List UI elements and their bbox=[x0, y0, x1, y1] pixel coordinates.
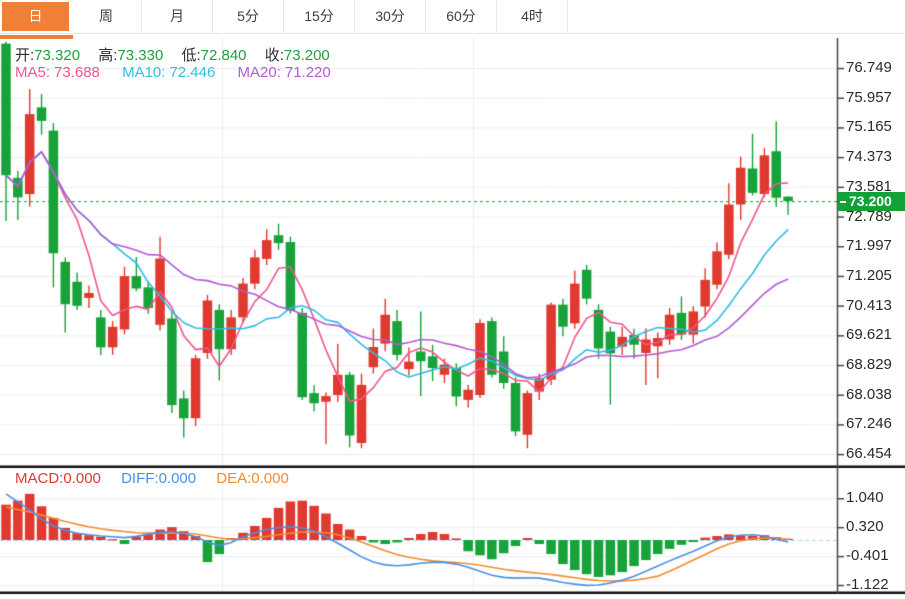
macd-value-readout: MACD:0.000 bbox=[15, 470, 101, 487]
price-tag-tick bbox=[840, 201, 846, 203]
open-value: 73.320 bbox=[34, 47, 81, 64]
tab-month[interactable]: 月 bbox=[142, 0, 213, 33]
ma20-readout: MA20: 71.220 bbox=[237, 64, 331, 81]
tab-week[interactable]: 周 bbox=[71, 0, 142, 33]
ma5-readout: MA5: 73.688 bbox=[15, 64, 100, 81]
price-axis-tick-label: 68.829 bbox=[846, 356, 892, 374]
price-axis-tick-label: 71.997 bbox=[846, 237, 892, 255]
macd-axis-tick-label: -0.401 bbox=[846, 547, 889, 565]
price-axis-tick-label: 68.038 bbox=[846, 385, 892, 403]
timeframe-toolbar: 日 周 月 5分 15分 30分 60分 4时 bbox=[0, 0, 905, 34]
macd-axis-tick-label: 1.040 bbox=[846, 489, 884, 507]
price-axis-tick-label: 70.413 bbox=[846, 296, 892, 314]
ma-readout: MA5: 73.688 MA10: 72.446 MA20: 71.220 bbox=[15, 64, 349, 81]
open-label: 开: bbox=[15, 47, 35, 64]
tab-4hour[interactable]: 4时 bbox=[497, 0, 568, 33]
tab-60min[interactable]: 60分 bbox=[426, 0, 497, 33]
tab-5min[interactable]: 5分 bbox=[213, 0, 284, 33]
tab-day[interactable]: 日 bbox=[0, 0, 71, 33]
current-price-tag: 73.200 bbox=[838, 192, 905, 211]
dea-value-readout: DEA:0.000 bbox=[216, 470, 289, 487]
price-axis-tick-label: 67.246 bbox=[846, 415, 892, 433]
price-axis-tick-label: 72.789 bbox=[846, 207, 892, 225]
active-tab-indicator bbox=[0, 35, 73, 39]
low-value: 72.840 bbox=[200, 47, 247, 64]
price-axis-tick-label: 71.205 bbox=[846, 266, 892, 284]
low-label: 低: bbox=[181, 47, 201, 64]
price-axis-tick-label: 73.581 bbox=[846, 177, 892, 195]
macd-readout: MACD:0.000 DIFF:0.000 DEA:0.000 bbox=[15, 470, 289, 487]
tab-30min[interactable]: 30分 bbox=[355, 0, 426, 33]
price-axis-tick-label: 74.373 bbox=[846, 148, 892, 166]
high-value: 73.330 bbox=[117, 47, 164, 64]
diff-value-readout: DIFF:0.000 bbox=[121, 470, 197, 487]
macd-axis-tick-label: 0.320 bbox=[846, 518, 884, 536]
macd-axis-tick-label: -1.122 bbox=[846, 576, 889, 594]
price-axis-tick-label: 69.621 bbox=[846, 326, 892, 344]
price-axis-tick-label: 75.165 bbox=[846, 118, 892, 136]
high-label: 高: bbox=[98, 47, 118, 64]
price-axis-tick-label: 66.454 bbox=[846, 445, 892, 463]
price-axis-tick-label: 76.749 bbox=[846, 59, 892, 77]
close-value: 73.200 bbox=[283, 47, 330, 64]
price-axis-tick-label: 75.957 bbox=[846, 88, 892, 106]
tab-15min[interactable]: 15分 bbox=[284, 0, 355, 33]
ohlc-readout: 开:73.320 高:73.330 低:72.840 收:73.200 bbox=[15, 44, 344, 65]
ma10-readout: MA10: 72.446 bbox=[122, 64, 216, 81]
close-label: 收: bbox=[264, 47, 284, 64]
